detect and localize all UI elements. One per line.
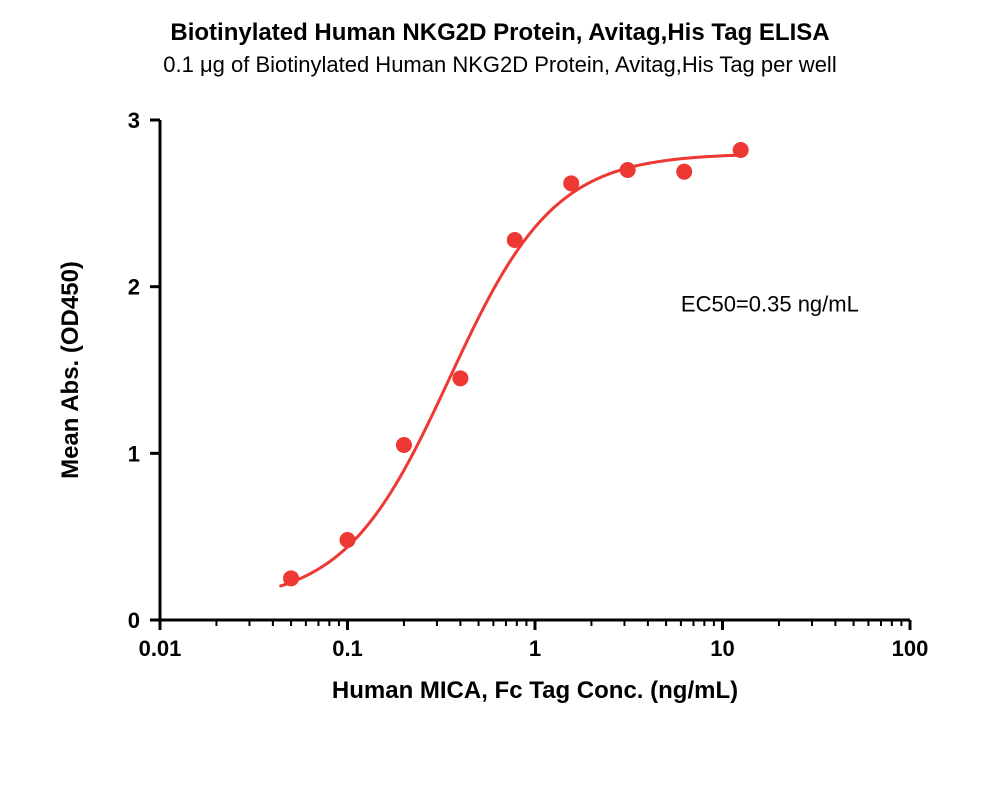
chart-title-line2: 0.1 μg of Biotinylated Human NKG2D Prote…: [163, 52, 836, 77]
svg-text:100: 100: [892, 636, 929, 661]
svg-text:0.01: 0.01: [139, 636, 182, 661]
ec50-annotation: EC50=0.35 ng/mL: [681, 292, 859, 317]
axes-group: [160, 120, 910, 620]
chart-title-line1: Biotinylated Human NKG2D Protein, Avitag…: [170, 19, 829, 46]
y-axis-label: Mean Abs. (OD450): [57, 261, 84, 479]
svg-text:0: 0: [128, 608, 140, 633]
x-axis-label: Human MICA, Fc Tag Conc. (ng/mL): [332, 677, 738, 704]
svg-text:10: 10: [710, 636, 734, 661]
elisa-chart: Biotinylated Human NKG2D Protein, Avitag…: [0, 0, 1000, 791]
svg-text:2: 2: [128, 275, 140, 300]
data-points: [283, 142, 749, 586]
fit-curve: [281, 155, 745, 586]
svg-text:3: 3: [128, 108, 140, 133]
svg-text:1: 1: [529, 636, 541, 661]
chart-container: Biotinylated Human NKG2D Protein, Avitag…: [0, 0, 1000, 791]
svg-text:1: 1: [128, 441, 140, 466]
ticks-group: 0 1 2 3 0.01 0.1 1 10 100: [128, 108, 929, 661]
svg-text:0.1: 0.1: [332, 636, 363, 661]
